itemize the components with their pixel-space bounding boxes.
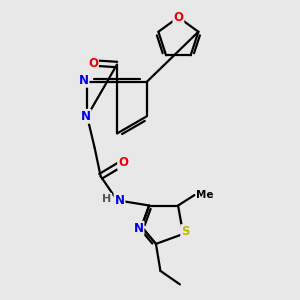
Text: O: O bbox=[118, 156, 128, 169]
Text: N: N bbox=[134, 222, 143, 235]
Text: O: O bbox=[88, 56, 98, 70]
Text: N: N bbox=[115, 194, 124, 207]
Text: S: S bbox=[181, 225, 190, 238]
Text: N: N bbox=[81, 110, 91, 123]
Text: Me: Me bbox=[196, 190, 214, 200]
Text: O: O bbox=[173, 11, 183, 24]
Text: N: N bbox=[79, 74, 88, 87]
Text: H: H bbox=[102, 194, 111, 204]
